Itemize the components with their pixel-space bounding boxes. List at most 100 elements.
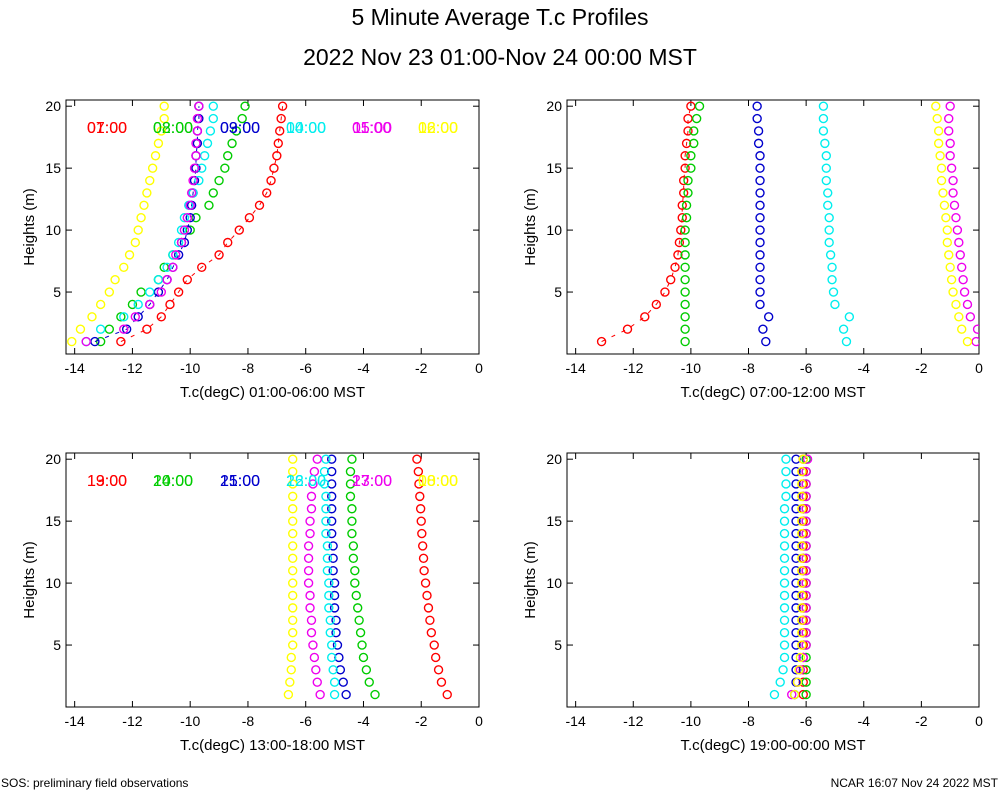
x-tick-label: -2 — [915, 713, 928, 729]
data-point — [689, 138, 699, 149]
data-point — [944, 126, 954, 136]
data-point — [142, 324, 152, 334]
data-point — [327, 479, 337, 489]
data-point — [797, 553, 807, 564]
data-point — [171, 250, 181, 260]
data-point — [354, 615, 364, 625]
series-05:00 — [81, 101, 204, 347]
data-point — [288, 454, 298, 464]
x-tick-label: -12 — [122, 360, 142, 376]
data-point — [288, 603, 298, 613]
data-point — [156, 287, 167, 297]
data-point — [328, 553, 338, 564]
series-22:00 — [769, 454, 791, 700]
data-point — [358, 652, 369, 663]
data-point — [755, 200, 765, 211]
data-point — [798, 652, 808, 663]
data-point — [680, 225, 690, 235]
data-point — [191, 138, 201, 149]
panel-2: -14 -12 -10 -8 -6 -4 -2 0 5 10 15 20 T.c(degC) 07:00… — [87, 98, 983, 401]
data-point — [328, 541, 338, 551]
data-point — [124, 250, 135, 260]
data-point — [779, 615, 790, 625]
data-point — [681, 200, 692, 211]
data-point — [939, 200, 950, 211]
data-point — [104, 287, 115, 297]
data-point — [801, 665, 811, 675]
data-point — [130, 312, 141, 322]
data-point — [159, 113, 169, 124]
data-point — [791, 479, 801, 489]
y-axis-label: Heights (m) — [21, 541, 38, 619]
data-point — [797, 615, 807, 625]
data-point — [755, 151, 765, 161]
series-12:00 — [931, 101, 973, 347]
legend-label: 21:00 — [220, 473, 260, 490]
series-01:00 — [116, 101, 288, 347]
data-point — [321, 491, 331, 502]
data-point — [327, 652, 337, 663]
data-point — [192, 113, 203, 124]
data-point — [942, 237, 953, 248]
data-point — [237, 113, 247, 124]
data-point — [683, 126, 693, 136]
data-point — [95, 324, 106, 334]
chart-subtitle: 2022 Nov 23 01:00-Nov 24 00:00 MST — [303, 44, 697, 70]
data-point — [691, 113, 702, 124]
data-point — [755, 287, 765, 297]
data-point — [325, 615, 335, 625]
data-point — [321, 454, 331, 464]
data-point — [677, 213, 687, 223]
data-point — [801, 689, 811, 700]
data-point — [752, 101, 762, 111]
data-point — [680, 151, 690, 161]
data-point — [288, 516, 298, 526]
data-point — [680, 262, 690, 272]
x-axis-label: T.c(degC) 01:00-06:00 MST — [180, 384, 365, 401]
data-point — [755, 188, 765, 198]
panel-3: -14 -12 -10 -8 -6 -4 -2 0 5 10 15 20 T.c(degC) 13:00… — [21, 451, 483, 754]
y-tick-label: 20 — [45, 98, 61, 114]
data-point — [288, 590, 298, 601]
data-point — [797, 466, 807, 477]
data-point — [308, 640, 318, 650]
data-point — [801, 578, 811, 588]
data-point — [798, 677, 808, 687]
data-point — [758, 324, 768, 334]
data-point — [798, 665, 808, 675]
data-point — [370, 689, 380, 700]
footer-timestamp: NCAR 16:07 Nov 24 2022 MST — [830, 776, 998, 790]
data-point — [309, 652, 320, 663]
data-point — [827, 262, 837, 272]
data-point — [159, 101, 169, 111]
data-point — [145, 299, 155, 310]
data-point — [680, 287, 690, 297]
data-point — [275, 126, 285, 136]
data-point — [821, 163, 832, 173]
series-00:00 — [789, 454, 808, 700]
legend-label: 08:00 — [153, 120, 193, 137]
data-point — [670, 262, 680, 272]
data-point — [417, 528, 427, 539]
data-point — [136, 213, 146, 223]
data-point — [797, 541, 807, 551]
y-tick-label: 5 — [554, 284, 562, 300]
data-point — [949, 200, 960, 211]
x-tick-label: -6 — [299, 713, 312, 729]
data-point — [778, 665, 788, 675]
data-point — [962, 336, 973, 347]
data-point — [327, 454, 337, 464]
data-point — [192, 126, 203, 136]
legend-label: 19:00 — [87, 473, 127, 490]
data-point — [412, 454, 422, 464]
data-point — [954, 237, 964, 248]
data-point — [791, 652, 801, 663]
data-point — [932, 113, 942, 124]
data-point — [818, 101, 829, 111]
data-point — [755, 250, 765, 260]
data-point — [244, 213, 255, 223]
series-line — [120, 106, 284, 343]
data-point — [801, 466, 811, 477]
data-point — [418, 553, 429, 564]
